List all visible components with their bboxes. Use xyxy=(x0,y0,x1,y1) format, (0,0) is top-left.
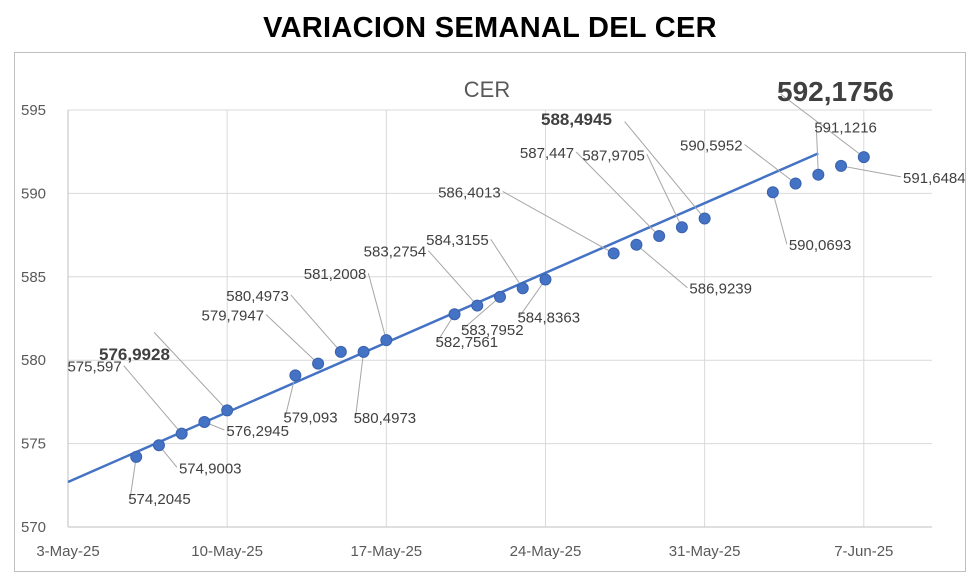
data-point-marker xyxy=(812,168,825,181)
label-leader xyxy=(290,294,342,353)
x-tick-label: 17-May-25 xyxy=(350,543,422,560)
data-label: 576,2945 xyxy=(226,423,289,440)
label-leader xyxy=(772,192,788,245)
data-point-marker xyxy=(698,212,711,225)
data-label: 590,0693 xyxy=(789,237,852,254)
series-line xyxy=(67,152,819,484)
label-leader xyxy=(153,332,228,411)
label-leader xyxy=(815,126,819,175)
label-leader xyxy=(502,190,614,254)
data-point-marker xyxy=(312,357,325,370)
label-leader xyxy=(780,93,865,158)
label-leader xyxy=(367,273,387,341)
label-leader xyxy=(265,314,319,364)
data-point-marker xyxy=(289,369,302,382)
y-tick-label: 580 xyxy=(21,352,46,369)
data-label: 584,3155 xyxy=(426,232,489,249)
data-label: 592,1756 xyxy=(777,76,894,107)
label-leader xyxy=(462,296,501,330)
y-tick-label: 570 xyxy=(21,519,46,536)
data-point-marker xyxy=(494,290,506,303)
x-tick-label: 3-May-25 xyxy=(36,543,99,560)
data-labels: 574,2045 574,9003 575,597 576,2945 576,9928 5… xyxy=(67,76,965,508)
data-point-marker xyxy=(471,299,484,312)
label-leader xyxy=(519,279,546,317)
x-tick-label: 31-May-25 xyxy=(669,543,741,560)
y-tick-label: 595 xyxy=(21,102,46,119)
chart-title: CER xyxy=(464,77,510,102)
page-title: VARIACION SEMANAL DEL CER xyxy=(263,12,717,44)
data-label: 581,2008 xyxy=(304,266,367,283)
label-leader xyxy=(355,351,365,417)
data-label: 579,093 xyxy=(283,409,337,426)
data-point-marker xyxy=(130,450,143,463)
data-point-marker xyxy=(789,177,802,190)
trendline xyxy=(67,152,819,484)
data-point-marker xyxy=(175,427,188,440)
label-leader xyxy=(427,250,478,306)
data-label: 580,4973 xyxy=(354,410,417,427)
line-chart: CER 570 575 580 585 590 595 3-May-25 10-May-25 1… xyxy=(21,76,965,560)
data-point-marker xyxy=(334,345,347,358)
gridlines xyxy=(67,109,932,528)
data-label: 574,9003 xyxy=(179,460,242,477)
data-label: 574,2045 xyxy=(128,491,191,508)
data-point-marker xyxy=(653,229,666,242)
data-label: 586,4013 xyxy=(438,184,501,201)
data-label: 579,7947 xyxy=(202,308,265,325)
data-label: 576,9928 xyxy=(99,345,170,364)
data-point-marker xyxy=(630,238,643,251)
label-leader xyxy=(490,238,524,289)
label-leader xyxy=(840,165,902,178)
data-point-marker xyxy=(152,439,165,452)
data-points xyxy=(130,151,870,463)
axes: 570 575 580 585 590 595 3-May-25 10-May-25 17-Ma… xyxy=(21,102,932,560)
label-leader xyxy=(636,244,688,289)
label-leader xyxy=(123,365,183,434)
x-tick-label: 24-May-25 xyxy=(510,543,582,560)
label-leaders xyxy=(123,93,902,498)
label-leader xyxy=(624,121,706,219)
data-point-marker xyxy=(221,404,234,417)
data-label: 584,8363 xyxy=(517,310,580,327)
data-label: 583,2754 xyxy=(364,244,427,261)
data-point-marker xyxy=(380,334,393,347)
data-point-marker xyxy=(835,159,848,172)
data-point-marker xyxy=(607,247,620,260)
data-label: 588,4945 xyxy=(541,110,612,129)
y-tick-label: 585 xyxy=(21,269,46,286)
data-point-marker xyxy=(357,345,370,358)
label-leader xyxy=(284,375,296,417)
data-label: 583,7952 xyxy=(461,322,524,339)
data-point-marker xyxy=(539,273,552,286)
data-label: 580,4973 xyxy=(226,288,289,305)
data-label: 586,9239 xyxy=(689,281,752,298)
data-point-marker xyxy=(675,221,688,234)
data-label: 582,7561 xyxy=(436,334,499,351)
data-label: 575,597 xyxy=(67,359,121,376)
label-leader xyxy=(575,151,660,237)
data-point-marker xyxy=(516,282,529,295)
label-leader xyxy=(744,144,796,184)
label-leader xyxy=(646,154,683,228)
data-point-marker xyxy=(448,308,461,321)
x-tick-label: 10-May-25 xyxy=(191,543,263,560)
data-label: 590,5952 xyxy=(680,137,743,154)
data-label: 587,447 xyxy=(520,145,574,162)
data-label: 591,1216 xyxy=(814,120,877,137)
data-point-marker xyxy=(198,416,211,429)
y-tick-label: 590 xyxy=(21,185,46,202)
chart-frame: CER 570 575 580 585 590 595 3-May-25 10-May-25 1… xyxy=(14,52,966,572)
data-label: 591,6484 xyxy=(903,170,965,187)
data-point-marker xyxy=(766,186,779,199)
data-point-marker xyxy=(857,151,870,164)
y-tick-label: 575 xyxy=(21,436,46,453)
x-tick-label: 7-Jun-25 xyxy=(834,543,893,560)
data-label: 587,9705 xyxy=(582,147,645,164)
label-leader xyxy=(129,456,137,498)
